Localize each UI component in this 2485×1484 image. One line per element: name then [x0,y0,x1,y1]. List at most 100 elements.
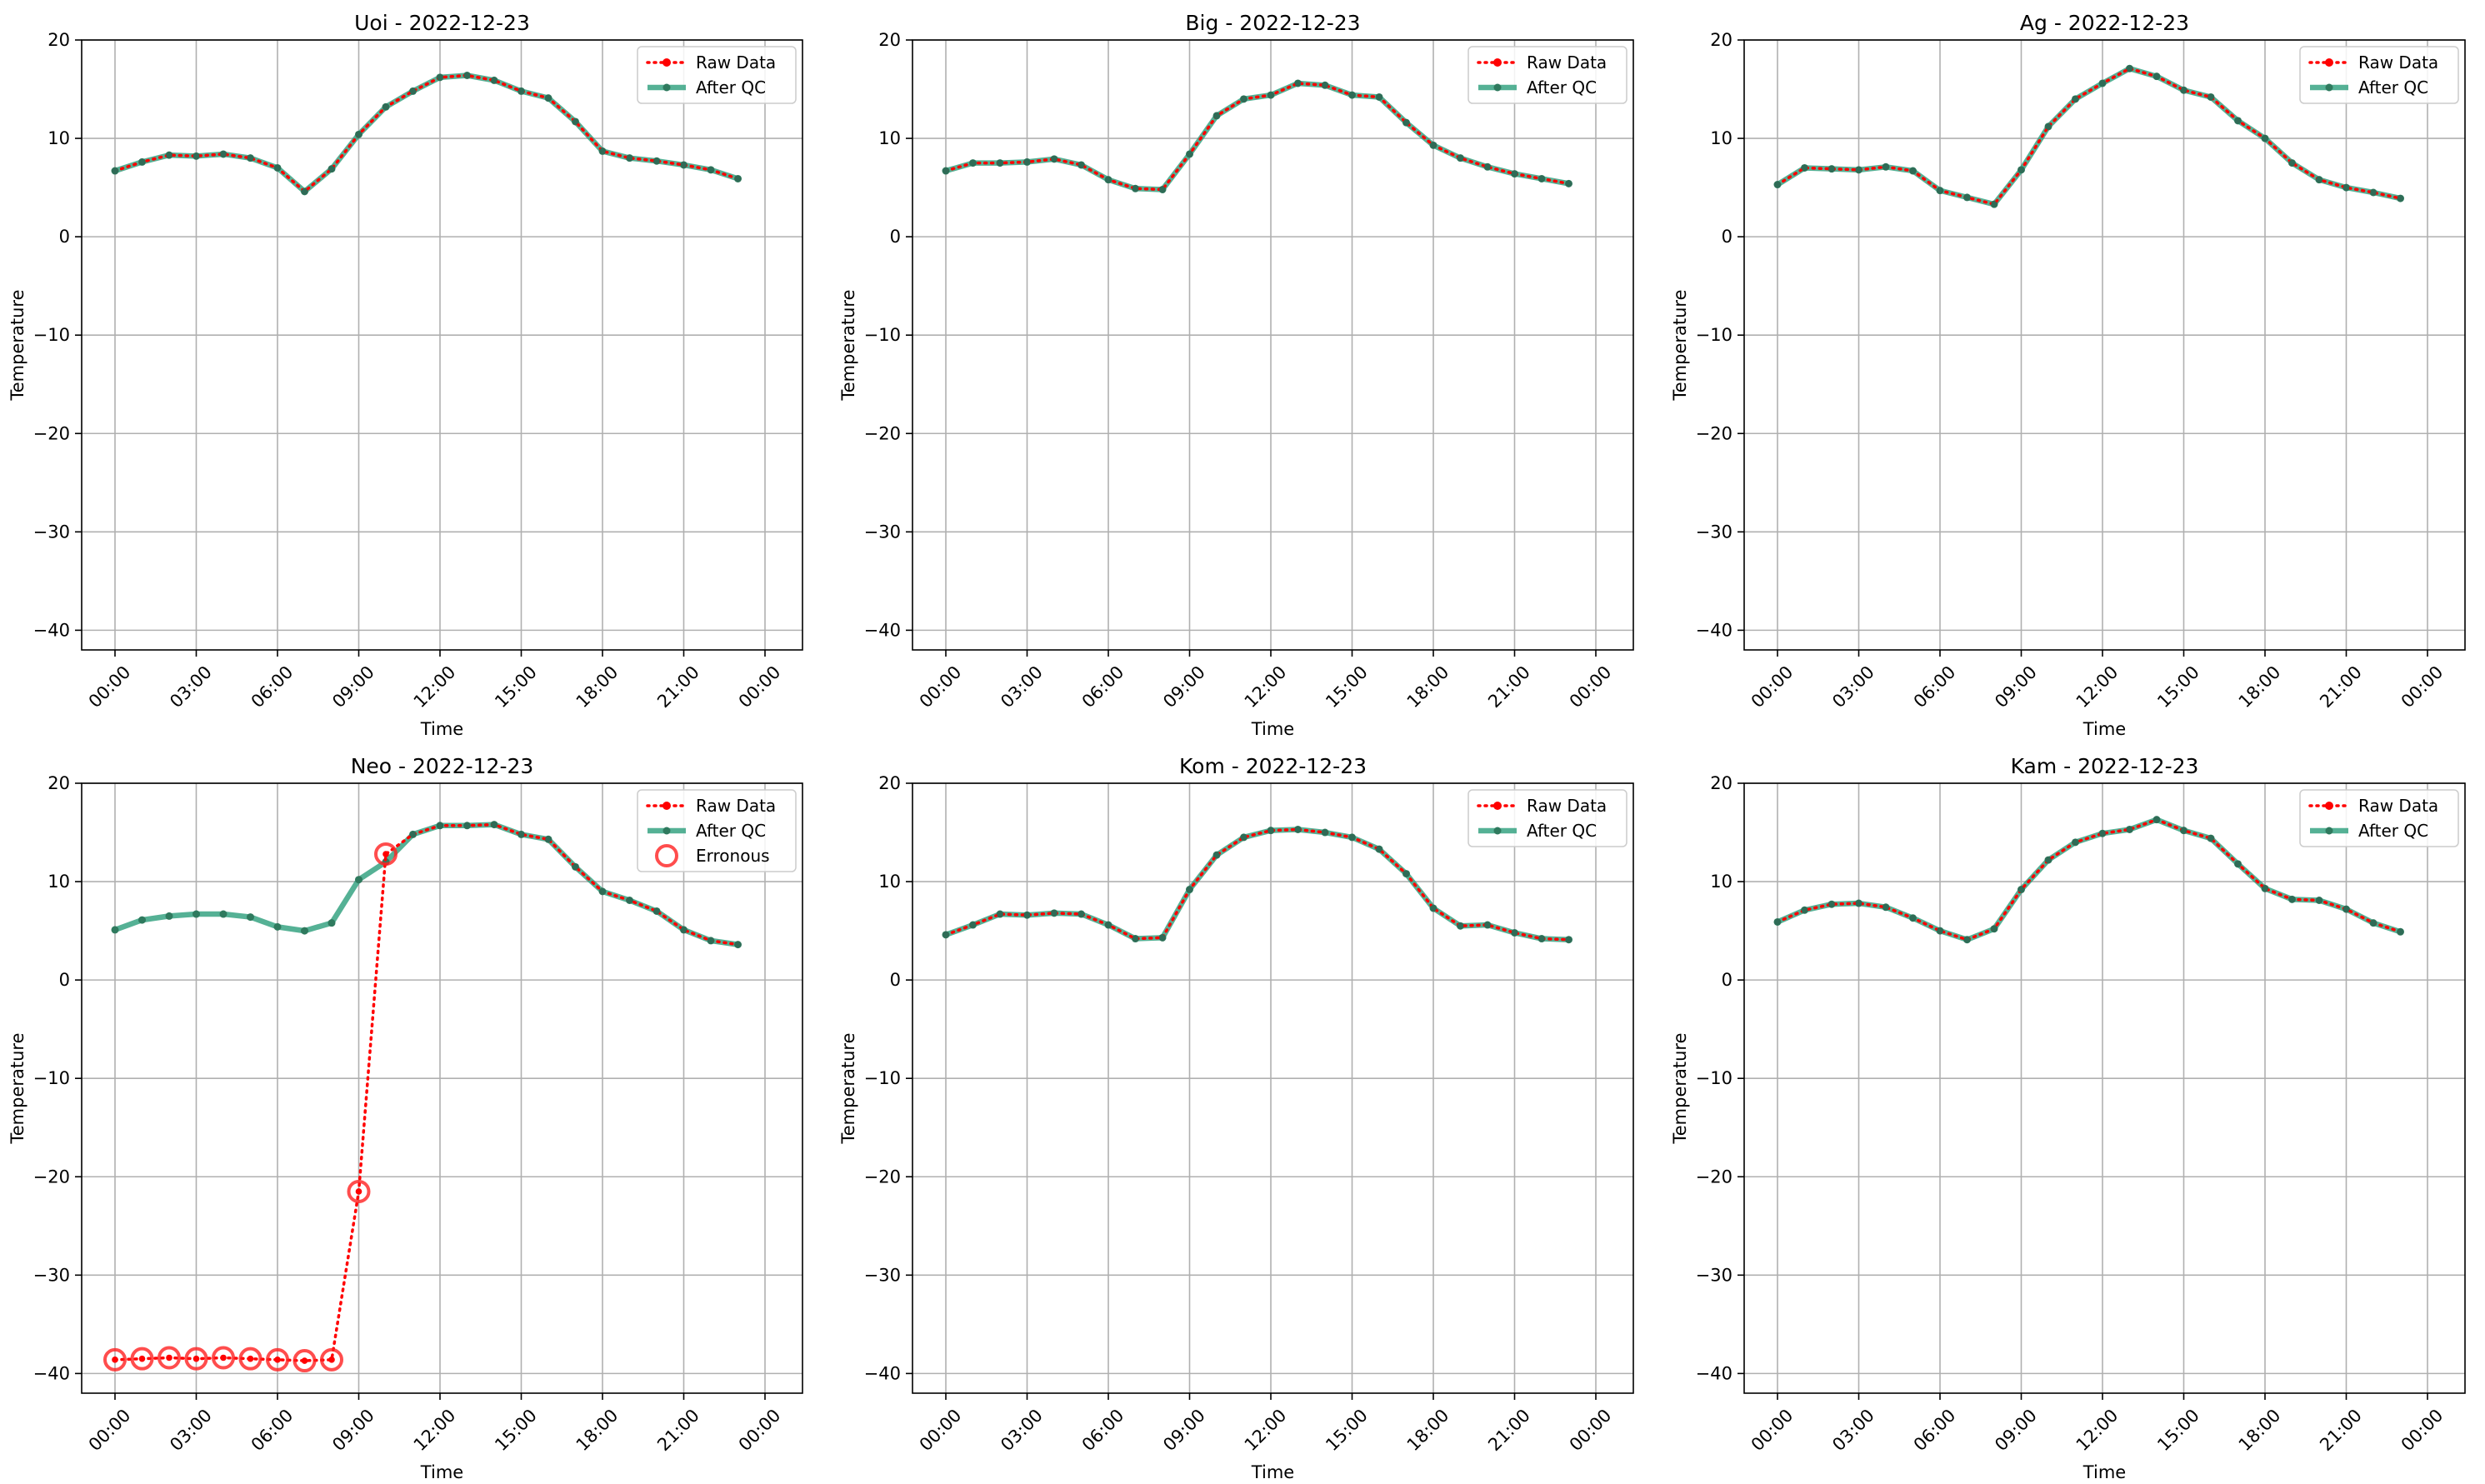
raw-data-point [1909,914,1917,922]
x-tick-label: 21:00 [1484,1405,1534,1455]
legend-qc-marker [662,827,671,835]
raw-data-point [1105,922,1112,928]
raw-data-point [2099,830,2106,837]
raw-data-point [1240,96,1248,102]
legend: Raw Data After QC [1468,789,1628,847]
erroneous-marker [292,1349,317,1373]
raw-data-point [734,175,742,182]
x-axis-label: Time [1251,1462,1294,1482]
raw-data-point [1882,903,1889,911]
raw-data-point [734,941,742,948]
raw-data-point [1240,834,1248,841]
raw-data-point [1376,846,1382,852]
x-axis-label: Time [420,1462,463,1482]
x-tick-label: 12:00 [1241,662,1291,712]
x-tick-label: 12:00 [1241,1405,1291,1455]
x-tick-label: 21:00 [2316,1405,2366,1455]
chart-title: Ag - 2022-12-23 [2020,11,2189,35]
plot-frame [1743,39,2466,651]
raw-data-point [138,1355,146,1362]
raw-data-point [1457,154,1464,162]
y-tick-label: 10 [48,872,70,892]
raw-data-point [2180,827,2188,834]
raw-data-point [382,851,389,857]
y-tick-label: −20 [33,423,70,443]
data-layer [942,825,1572,944]
raw-data-point [1963,194,1971,201]
raw-data-point [192,1355,200,1362]
after-qc-point [138,916,146,924]
y-tick-label: 0 [890,227,901,247]
x-tick-label: 03:00 [1828,1405,1878,1455]
erroneous-marker [266,1347,289,1372]
y-tick-label: 20 [878,30,901,50]
erroneous-marker [130,1347,154,1371]
raw-data-point [112,167,118,174]
x-tick-label: 12:00 [410,1405,460,1455]
x-tick-label: 18:00 [1403,662,1453,712]
raw-data-point [997,159,1003,167]
y-tick-label: −10 [1696,1068,1732,1088]
x-tick-label: 06:00 [1910,662,1960,712]
raw-data-point [653,907,660,915]
raw-data-point [2234,861,2242,867]
plot-area [1744,783,2465,1393]
raw-data-point [2126,826,2133,833]
x-tick-label: 15:00 [2153,1405,2203,1455]
raw-data-point [274,1357,281,1363]
series-line-raw-data [1776,67,2402,207]
raw-data-point [626,897,633,904]
plot-frame [912,782,1634,1394]
raw-data-point [2397,195,2404,202]
plot-frame [912,39,1634,651]
raw-data-point [545,94,552,102]
x-tick-label: 15:00 [1322,1405,1372,1455]
y-axis-label: Temperature [838,289,858,401]
y-axis-label: Temperature [1670,289,1690,401]
y-tick-label: −10 [864,325,901,345]
y-tick-label: −40 [864,620,901,640]
raw-data-point [220,1354,227,1362]
raw-data-point [2234,117,2242,124]
raw-data-point [1882,163,1889,171]
legend-erroneous-marker [655,844,678,867]
raw-data-point [247,1355,254,1362]
x-tick-label: 00:00 [2398,662,2448,712]
erroneous-marker [347,1179,371,1203]
raw-data-point [1268,92,1274,98]
raw-data-point [437,822,443,829]
raw-data-point [2208,835,2214,842]
x-tick-label: 00:00 [1748,1405,1798,1455]
y-tick-label: −30 [864,1265,901,1285]
legend-raw-marker [1493,58,1502,67]
raw-data-point [1937,187,1943,194]
raw-data-point [1402,119,1410,126]
raw-data-point [708,167,714,173]
raw-data-point [355,1188,362,1195]
raw-data-point [1538,935,1545,942]
x-tick-label: 00:00 [916,662,966,712]
x-tick-label: 12:00 [2072,662,2122,712]
y-tick-label: 20 [48,773,70,793]
after-qc-point [111,926,119,934]
raw-data-point [2018,886,2025,893]
raw-data-point [491,821,498,828]
raw-data-point [1909,167,1917,174]
legend: Raw Data After QC [637,46,797,104]
x-tick-label: 09:00 [1991,1405,2041,1455]
x-tick-label: 06:00 [1078,662,1128,712]
x-tick-label: 00:00 [2398,1405,2448,1455]
raw-data-point [1511,929,1518,937]
chart-title: Kom - 2022-12-23 [1179,754,1367,778]
raw-data-point [301,188,308,195]
legend-qc-label: After QC [2358,821,2428,841]
erroneous-marker [184,1347,208,1371]
chart-title: Big - 2022-12-23 [1185,11,1360,35]
chart-panel: 20 10 0 −10 −20 −30 −40 00:00 03:00 06:00 09:00 12:… [1670,11,2466,739]
raw-data-point [626,154,633,162]
y-tick-label: −40 [864,1363,901,1383]
raw-data-point [1213,852,1220,858]
raw-data-point [942,932,949,938]
y-tick-label: −20 [1696,423,1732,443]
plot-area [82,40,802,650]
